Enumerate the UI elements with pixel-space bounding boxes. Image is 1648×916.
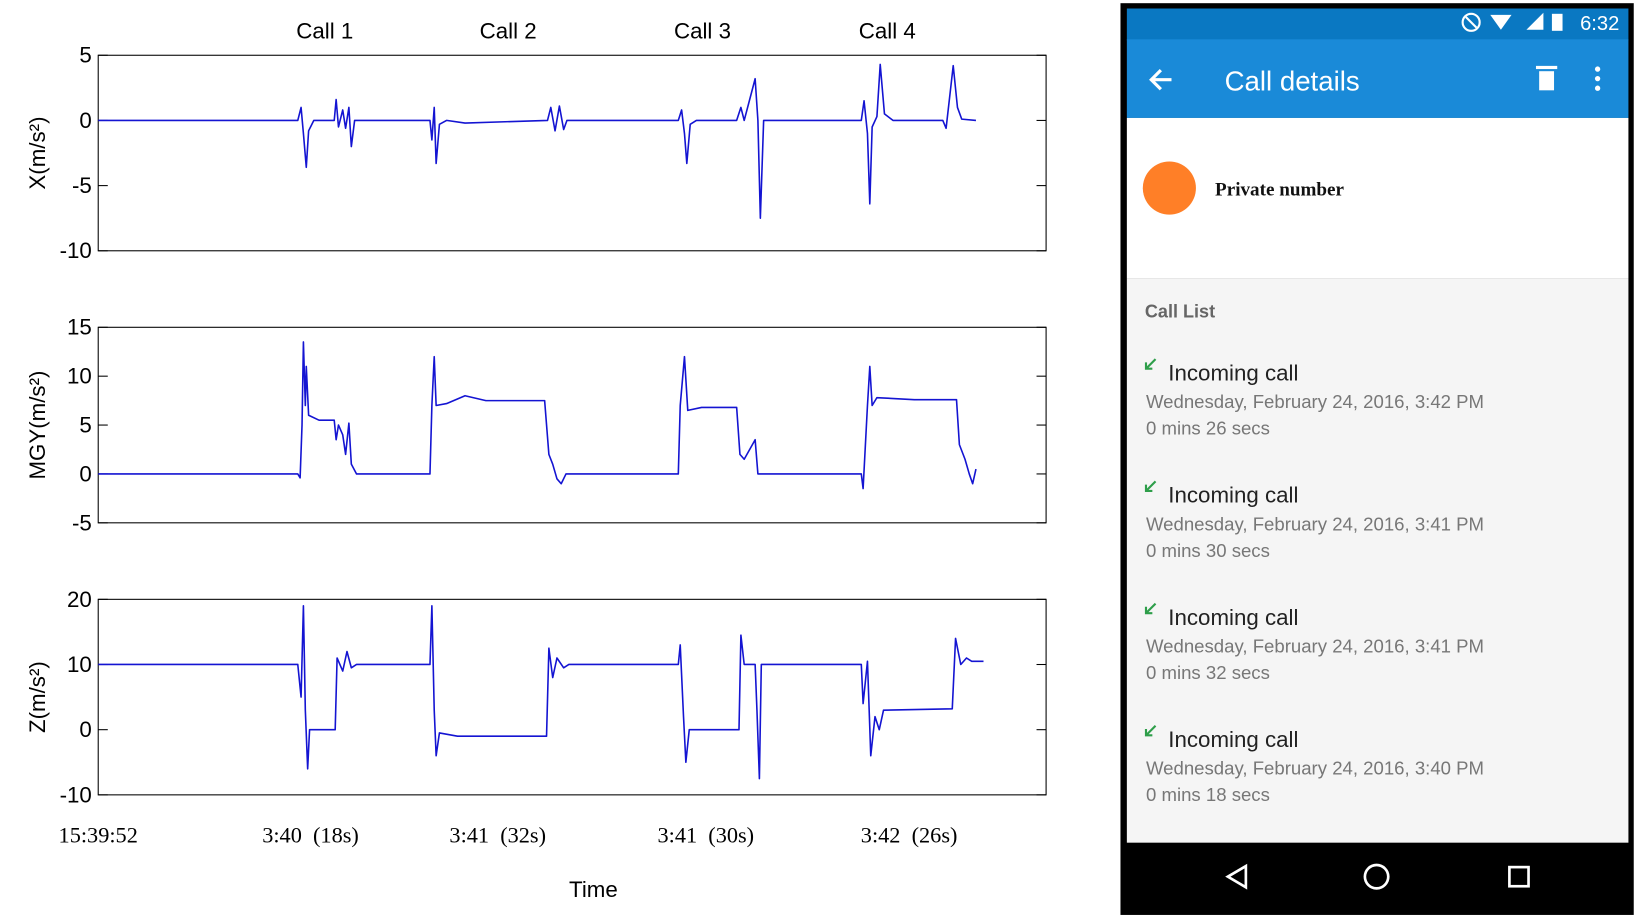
app-title: Call details [1225,65,1360,96]
call-type: Incoming call [1168,483,1298,508]
status-time: 6:32 [1580,13,1619,35]
incoming-icon [1144,725,1157,737]
trash-body [1539,71,1555,91]
back-button[interactable] [1149,69,1172,91]
incoming-icon [1144,602,1157,615]
call-date: Wednesday, February 24, 2016, 3:40 PM [1146,758,1484,779]
x-tick-label: 3:42 (26s) [861,823,958,848]
y-tick-label: -5 [72,173,92,198]
status-bar [1126,8,1629,41]
x-tick-label: 3:40 (18s) [262,823,359,848]
x-axis-label: Time [569,877,618,902]
y-tick-label: 15 [67,315,92,340]
delete-button[interactable] [1535,65,1558,91]
dnd-icon-bar [1465,16,1478,29]
dot [1594,66,1601,72]
more-button[interactable] [1594,66,1601,91]
y-tick-label: 5 [79,412,91,437]
battery-icon [1551,13,1563,31]
call-annotation: Call 3 [674,18,731,43]
nav-back[interactable] [1225,863,1248,890]
incoming-icon [1144,480,1157,493]
call-duration: 0 mins 32 secs [1146,662,1270,683]
call-type: Incoming call [1168,360,1298,385]
call-date: Wednesday, February 24, 2016, 3:42 PM [1146,391,1484,412]
y-axis-label: MGY(m/s²) [25,371,50,480]
call-annotation: Call 1 [296,18,353,43]
y-tick-label: 0 [79,108,91,133]
call-list-panel [1126,278,1629,843]
y-tick-label: -10 [60,782,92,807]
call-annotation: Call 2 [480,18,537,43]
dot [1594,75,1601,82]
call-duration: 0 mins 18 secs [1146,784,1270,805]
nav-recents[interactable] [1508,865,1530,888]
signal-line [98,605,984,780]
call-type: Incoming call [1168,727,1298,752]
trash-lid [1535,65,1558,70]
contact-name: Private number [1215,180,1344,201]
call-duration: 0 mins 30 secs [1146,540,1270,561]
x-tick-label: 15:39:52 [59,823,138,848]
y-tick-label: -10 [60,238,92,263]
y-axis-label: X(m/s²) [25,116,50,189]
signal-line [98,341,977,490]
phone-screen: 6:32 Call details Private number Call Li… [1120,3,1634,915]
x-tick-label: 3:41 (32s) [449,823,546,848]
y-tick-label: 0 [79,717,91,742]
y-tick-label: 20 [67,587,92,612]
dnd-icon [1461,12,1481,32]
call-list: Incoming call Wednesday, February 24, 201… [1144,358,1484,805]
call-date: Wednesday, February 24, 2016, 3:41 PM [1146,513,1484,534]
incoming-icon [1144,358,1157,370]
call-duration: 0 mins 26 secs [1146,418,1270,439]
dot [1594,85,1601,91]
call-annotation: Call 4 [859,18,916,43]
contact-avatar [1142,161,1196,215]
y-tick-label: 10 [67,364,92,389]
wifi-icon [1490,14,1512,30]
y-tick-label: -5 [72,510,92,535]
call-type: Incoming call [1168,605,1298,630]
section-title: Call List [1145,302,1215,322]
plot-frame [97,598,1047,796]
charts: -10 -5 0 5 X(m/s²) Call 1 Call 2 Call 3 Call 4 -5… [25,18,1047,902]
call-date: Wednesday, February 24, 2016, 3:41 PM [1146,635,1484,656]
y-axis-label: Z(m/s²) [25,661,50,733]
y-tick-label: 0 [79,461,91,486]
signal-line [98,63,977,219]
plot-frame [97,54,1047,252]
y-tick-label: 10 [67,652,92,677]
plot-frame [97,326,1047,524]
x-tick-label: 3:41 (30s) [657,823,754,848]
nav-home[interactable] [1363,863,1390,890]
contact-panel [1126,117,1629,279]
y-tick-label: 5 [79,43,91,68]
